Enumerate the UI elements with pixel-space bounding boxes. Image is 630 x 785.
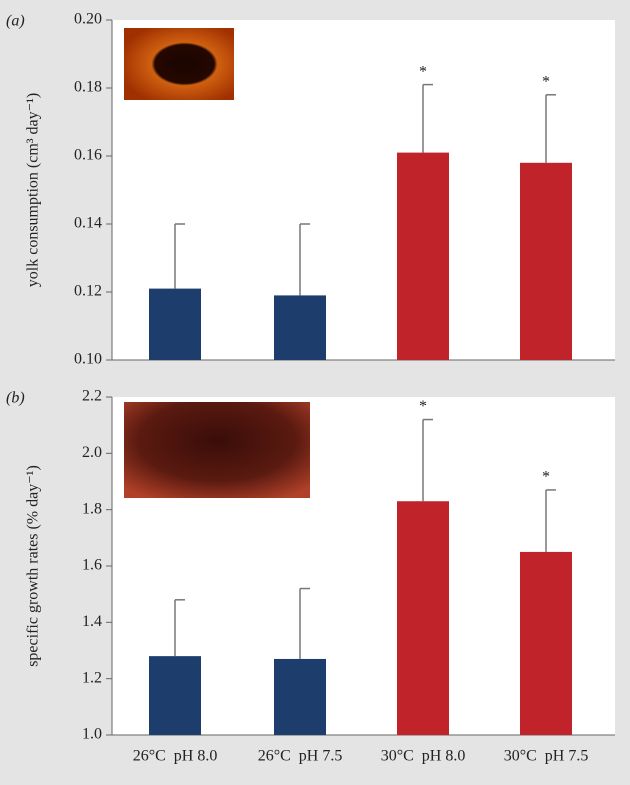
x-tick-label: 30°C pH 8.0 — [381, 748, 466, 765]
y-tick-label: 2.2 — [82, 388, 102, 405]
bar — [149, 288, 201, 360]
y-tick-label: 0.20 — [74, 11, 102, 28]
significance-marker: * — [419, 398, 427, 415]
x-tick-label: 30°C pH 7.5 — [504, 748, 589, 765]
significance-marker: * — [419, 63, 427, 80]
bar — [149, 656, 201, 735]
y-tick-label: 1.2 — [82, 669, 102, 686]
y-axis-title: specific growth rates (% day⁻¹) — [25, 465, 42, 667]
inset-photo — [124, 402, 310, 498]
y-tick-label: 0.16 — [74, 147, 102, 164]
x-tick-label: 26°C pH 8.0 — [133, 748, 218, 765]
bar — [397, 501, 449, 735]
y-tick-label: 0.12 — [74, 283, 102, 300]
y-tick-label: 2.0 — [82, 444, 102, 461]
bar — [274, 658, 326, 735]
y-axis-title: yolk consumption (cm³ day⁻¹) — [25, 93, 42, 287]
y-tick-label: 1.4 — [82, 613, 102, 630]
x-tick-label: 26°C pH 7.5 — [258, 748, 343, 765]
bar — [274, 295, 326, 360]
bar — [397, 152, 449, 360]
y-tick-label: 0.18 — [74, 79, 102, 96]
y-tick-label: 0.14 — [74, 215, 102, 232]
inset-photo — [124, 28, 234, 100]
bar — [520, 162, 572, 360]
y-tick-label: 1.6 — [82, 557, 102, 574]
y-tick-label: 0.10 — [74, 351, 102, 368]
y-tick-label: 1.0 — [82, 726, 102, 743]
y-tick-label: 1.8 — [82, 500, 102, 517]
significance-marker: * — [542, 469, 550, 486]
bar — [520, 551, 572, 735]
panel-label: (b) — [6, 390, 25, 407]
panel-label: (a) — [6, 13, 25, 30]
significance-marker: * — [542, 73, 550, 90]
